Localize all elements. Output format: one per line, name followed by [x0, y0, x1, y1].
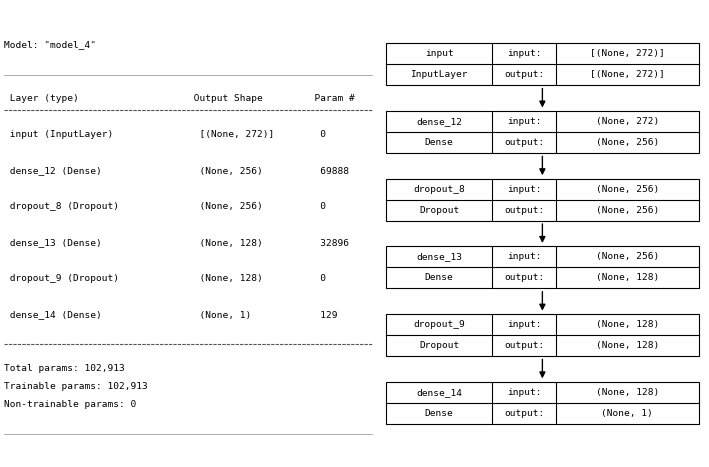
Text: InputLayer: InputLayer	[411, 70, 468, 79]
Bar	[386, 179, 699, 221]
Text: Layer (type)                    Output Shape         Param #: Layer (type) Output Shape Param #	[4, 94, 354, 103]
Text: dropout_8 (Dropout)              (None, 256)          0: dropout_8 (Dropout) (None, 256) 0	[4, 202, 325, 211]
Text: output:: output:	[504, 138, 545, 147]
Text: output:: output:	[504, 409, 545, 418]
Text: dense_14 (Dense)                 (None, 1)            129: dense_14 (Dense) (None, 1) 129	[4, 310, 337, 319]
Text: output:: output:	[504, 205, 545, 215]
Text: (None, 256): (None, 256)	[596, 184, 659, 194]
Text: output:: output:	[504, 70, 545, 79]
Text: Dense: Dense	[425, 273, 454, 283]
Text: (None, 256): (None, 256)	[596, 205, 659, 215]
Bar	[386, 43, 699, 85]
Text: Model: "model_4": Model: "model_4"	[4, 41, 96, 50]
Text: (None, 128): (None, 128)	[596, 320, 659, 329]
Text: dense_14: dense_14	[416, 388, 462, 397]
Text: Dense: Dense	[425, 138, 454, 147]
Text: (None, 128): (None, 128)	[596, 341, 659, 350]
Text: Dropout: Dropout	[419, 205, 459, 215]
Text: [(None, 272)]: [(None, 272)]	[590, 70, 665, 79]
Text: input (InputLayer)               [(None, 272)]        0: input (InputLayer) [(None, 272)] 0	[4, 130, 325, 139]
Text: input:: input:	[507, 117, 541, 126]
Text: input: input	[425, 49, 454, 58]
Text: [(None, 272)]: [(None, 272)]	[590, 49, 665, 58]
Text: dense_13 (Dense)                 (None, 128)          32896: dense_13 (Dense) (None, 128) 32896	[4, 238, 349, 247]
Bar	[386, 247, 699, 289]
Text: Total params: 102,913: Total params: 102,913	[4, 364, 125, 373]
Text: Dense: Dense	[425, 409, 454, 418]
Text: (None, 256): (None, 256)	[596, 138, 659, 147]
Bar	[386, 314, 699, 356]
Text: (None, 128): (None, 128)	[596, 273, 659, 283]
Text: input:: input:	[507, 320, 541, 329]
Text: dropout_9: dropout_9	[413, 320, 465, 329]
Bar	[386, 111, 699, 153]
Text: (None, 272): (None, 272)	[596, 117, 659, 126]
Text: Trainable params: 102,913: Trainable params: 102,913	[4, 382, 147, 391]
Text: dense_12 (Dense)                 (None, 256)          69888: dense_12 (Dense) (None, 256) 69888	[4, 166, 349, 175]
Text: input:: input:	[507, 49, 541, 58]
Text: (None, 1): (None, 1)	[601, 409, 653, 418]
Text: input:: input:	[507, 184, 541, 194]
Text: Dropout: Dropout	[419, 341, 459, 350]
Text: Non-trainable params: 0: Non-trainable params: 0	[4, 400, 136, 409]
Text: input:: input:	[507, 388, 541, 397]
Text: dropout_9 (Dropout)              (None, 128)          0: dropout_9 (Dropout) (None, 128) 0	[4, 274, 325, 283]
Text: input:: input:	[507, 252, 541, 262]
Bar	[386, 382, 699, 424]
Text: dense_13: dense_13	[416, 252, 462, 262]
Text: output:: output:	[504, 273, 545, 283]
Text: (None, 128): (None, 128)	[596, 388, 659, 397]
Text: output:: output:	[504, 341, 545, 350]
Text: (None, 256): (None, 256)	[596, 252, 659, 262]
Text: dropout_8: dropout_8	[413, 184, 465, 194]
Text: dense_12: dense_12	[416, 117, 462, 126]
